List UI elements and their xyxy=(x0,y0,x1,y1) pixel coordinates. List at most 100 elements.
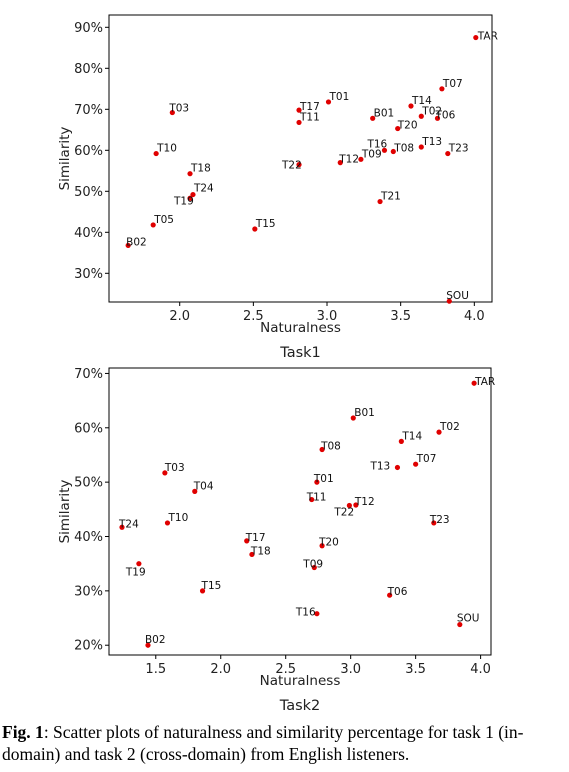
x-tick-label: 2.0 xyxy=(210,662,231,677)
data-point xyxy=(457,621,463,628)
x-axis-label: Naturalness xyxy=(260,673,341,689)
caption-label: Fig. 1 xyxy=(2,722,44,742)
data-point xyxy=(309,496,315,503)
point-label: T02 xyxy=(439,421,460,433)
point-label: T06 xyxy=(434,109,455,121)
data-point xyxy=(377,198,383,205)
x-tick-label: 2.5 xyxy=(275,662,296,677)
data-point xyxy=(296,119,302,126)
point-label: B02 xyxy=(126,236,147,248)
point-label: TAR xyxy=(474,376,495,388)
point-label: T16 xyxy=(295,607,316,619)
data-point xyxy=(418,113,424,119)
y-tick-label: 60% xyxy=(74,144,103,159)
data-point xyxy=(314,479,320,485)
data-point xyxy=(418,144,424,150)
x-tick-label: 3.5 xyxy=(405,662,426,677)
point-label: T13 xyxy=(421,136,442,148)
data-point xyxy=(473,34,479,41)
data-point xyxy=(319,446,325,453)
chart-title: Task2 xyxy=(279,698,321,714)
y-tick-label: 70% xyxy=(74,367,103,382)
figure-caption: Fig. 1: Scatter plots of naturalness and… xyxy=(2,721,564,765)
x-tick-label: 4.0 xyxy=(464,309,485,324)
y-axis-label: Similarity xyxy=(57,480,73,544)
data-point xyxy=(398,438,404,444)
data-point xyxy=(314,611,320,617)
x-tick-label: 3.0 xyxy=(340,662,361,677)
y-axis-label: Similarity xyxy=(57,127,73,191)
point-label: T21 xyxy=(380,191,401,203)
caption-text: : Scatter plots of naturalness and simil… xyxy=(2,722,524,764)
data-point xyxy=(153,150,159,157)
point-label: T12 xyxy=(354,496,375,508)
point-label: T20 xyxy=(397,120,418,132)
y-tick-label: 70% xyxy=(74,103,103,118)
data-point xyxy=(150,222,156,228)
point-label: T24 xyxy=(193,183,214,195)
data-point xyxy=(169,109,175,116)
plot-frame xyxy=(108,14,493,303)
x-tick-label: 2.5 xyxy=(243,309,264,324)
point-label: T22 xyxy=(333,507,354,519)
point-label: T13 xyxy=(369,460,390,472)
point-label: T18 xyxy=(190,163,211,175)
point-label: T10 xyxy=(167,512,188,524)
point-label: B01 xyxy=(354,407,375,419)
data-point xyxy=(252,226,258,232)
data-point xyxy=(187,195,193,201)
y-tick-label: 50% xyxy=(74,476,103,491)
data-point xyxy=(434,115,441,121)
point-label: T14 xyxy=(411,95,432,107)
y-tick-label: 20% xyxy=(74,639,103,654)
point-label: T07 xyxy=(416,453,437,465)
y-tick-label: 80% xyxy=(74,62,103,77)
point-label: T15 xyxy=(255,218,276,230)
data-point xyxy=(445,150,451,157)
point-label: T18 xyxy=(250,545,271,557)
y-tick-label: 30% xyxy=(74,267,103,282)
data-point xyxy=(408,103,414,109)
point-label: T06 xyxy=(387,586,408,598)
x-tick-label: 2.0 xyxy=(169,309,190,324)
point-label: T09 xyxy=(302,558,323,570)
plot-frame xyxy=(108,367,492,656)
x-tick-label: 1.5 xyxy=(145,662,166,677)
point-label: T01 xyxy=(313,473,334,485)
point-label: T22 xyxy=(281,160,302,172)
data-point xyxy=(325,99,332,105)
x-axis-label: Naturalness xyxy=(260,320,341,336)
data-point xyxy=(446,298,452,304)
y-tick-label: 40% xyxy=(74,226,103,241)
point-label: T11 xyxy=(299,111,320,123)
point-label: TAR xyxy=(477,31,498,43)
x-tick-label: 4.0 xyxy=(470,662,491,677)
point-label: SOU xyxy=(446,290,469,302)
point-label: T01 xyxy=(328,91,349,103)
point-label: T19 xyxy=(125,567,146,579)
data-point xyxy=(439,86,445,92)
data-point xyxy=(337,160,343,166)
point-label: T11 xyxy=(306,492,327,504)
data-point xyxy=(370,115,376,121)
point-label: B01 xyxy=(374,107,395,119)
chart-1: 2.0 2.5 3.0 3.5 4.0 30% 40% 50% 60% 70% 80% 90% Natu… xyxy=(57,14,498,361)
data-point xyxy=(162,470,168,476)
y-tick-label: 50% xyxy=(74,185,103,200)
data-point xyxy=(164,520,171,526)
point-label: T14 xyxy=(401,430,422,442)
data-point xyxy=(249,551,255,558)
data-point xyxy=(136,561,142,567)
data-point xyxy=(436,429,442,435)
data-point xyxy=(192,488,198,494)
data-point xyxy=(296,162,302,168)
point-label: T10 xyxy=(156,143,177,155)
data-point xyxy=(199,588,206,594)
chart-title: Task1 xyxy=(279,345,321,361)
point-label: T08 xyxy=(320,441,341,453)
point-label: B02 xyxy=(145,634,166,646)
point-label: SOU xyxy=(457,613,480,625)
data-point xyxy=(319,543,325,549)
point-label: T04 xyxy=(193,480,214,492)
